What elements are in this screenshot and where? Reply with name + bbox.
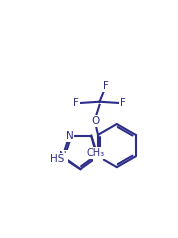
Text: O: O <box>91 116 100 126</box>
Text: F: F <box>73 98 79 108</box>
Text: N: N <box>66 131 73 141</box>
Text: N: N <box>59 151 67 161</box>
Text: HS: HS <box>50 154 65 164</box>
Text: CH₃: CH₃ <box>86 148 104 158</box>
Text: N: N <box>94 151 102 161</box>
Text: F: F <box>120 98 126 108</box>
Text: F: F <box>103 81 109 91</box>
